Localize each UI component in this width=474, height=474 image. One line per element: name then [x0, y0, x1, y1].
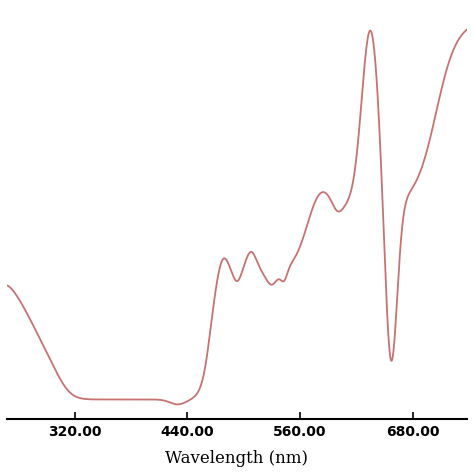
X-axis label: Wavelength (nm): Wavelength (nm) — [165, 450, 309, 467]
